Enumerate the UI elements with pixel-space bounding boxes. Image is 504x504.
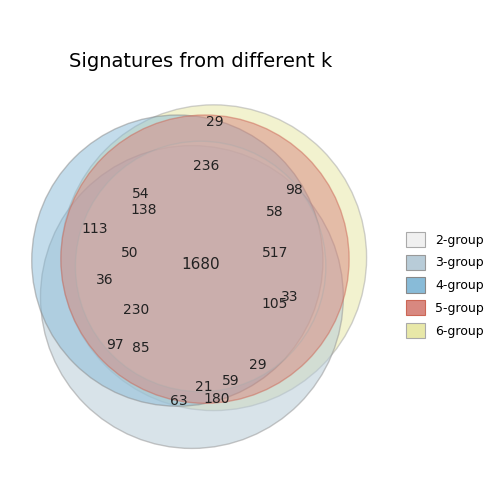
Text: 21: 21 [196, 380, 213, 394]
Circle shape [40, 146, 343, 449]
Circle shape [61, 105, 366, 411]
Text: 50: 50 [120, 246, 138, 261]
Text: 59: 59 [222, 374, 240, 389]
Circle shape [61, 115, 349, 403]
Text: 33: 33 [281, 290, 298, 304]
Text: 98: 98 [285, 183, 303, 197]
Text: 54: 54 [132, 186, 150, 201]
Text: 36: 36 [96, 273, 113, 287]
Text: 97: 97 [106, 338, 123, 352]
Text: 85: 85 [132, 341, 150, 355]
Text: 138: 138 [131, 203, 157, 217]
Circle shape [76, 141, 326, 392]
Text: 517: 517 [262, 246, 288, 261]
Text: 1680: 1680 [181, 258, 220, 273]
Text: 29: 29 [248, 358, 266, 372]
Title: Signatures from different k: Signatures from different k [69, 52, 332, 71]
Circle shape [32, 115, 323, 406]
Text: 63: 63 [170, 394, 187, 408]
Text: 113: 113 [82, 222, 108, 235]
Text: 236: 236 [193, 159, 220, 173]
Text: 58: 58 [266, 205, 284, 219]
Text: 29: 29 [206, 115, 224, 130]
Legend: 2-group, 3-group, 4-group, 5-group, 6-group: 2-group, 3-group, 4-group, 5-group, 6-gr… [400, 226, 490, 344]
Text: 105: 105 [262, 297, 288, 311]
Text: 230: 230 [123, 303, 150, 317]
Text: 180: 180 [204, 392, 230, 406]
